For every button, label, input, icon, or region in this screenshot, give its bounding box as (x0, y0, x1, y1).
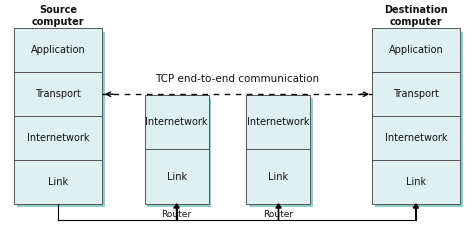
Bar (375, 32, 463, 207)
Bar (17, 32, 105, 207)
Bar (372, 72, 460, 116)
Text: Transport: Transport (35, 89, 81, 99)
Bar (14, 116, 102, 160)
Bar (246, 149, 310, 204)
Bar (249, 98, 313, 207)
Text: Internetwork: Internetwork (385, 133, 447, 143)
FancyArrow shape (173, 204, 179, 220)
Text: Internetwork: Internetwork (146, 117, 208, 127)
Text: Link: Link (166, 172, 187, 182)
Bar (372, 28, 460, 72)
Bar (145, 95, 209, 149)
Text: Application: Application (31, 45, 85, 55)
Bar (14, 28, 102, 72)
Text: Internetwork: Internetwork (247, 117, 310, 127)
Bar (372, 160, 460, 204)
Bar (372, 116, 460, 160)
Text: Router: Router (162, 210, 191, 219)
Text: TCP end-to-end communication: TCP end-to-end communication (155, 74, 319, 84)
Text: Source
computer: Source computer (32, 5, 84, 27)
Bar (14, 160, 102, 204)
Bar (147, 98, 211, 207)
Text: Destination
computer: Destination computer (384, 5, 448, 27)
Text: Application: Application (389, 45, 443, 55)
FancyArrow shape (413, 204, 419, 220)
Bar (145, 149, 209, 204)
Text: Link: Link (406, 177, 426, 187)
Text: Link: Link (268, 172, 289, 182)
Bar (14, 72, 102, 116)
Bar (246, 95, 310, 149)
Text: Router: Router (264, 210, 293, 219)
Text: Internetwork: Internetwork (27, 133, 89, 143)
Text: Link: Link (48, 177, 68, 187)
FancyArrow shape (276, 204, 282, 220)
Text: Transport: Transport (393, 89, 439, 99)
